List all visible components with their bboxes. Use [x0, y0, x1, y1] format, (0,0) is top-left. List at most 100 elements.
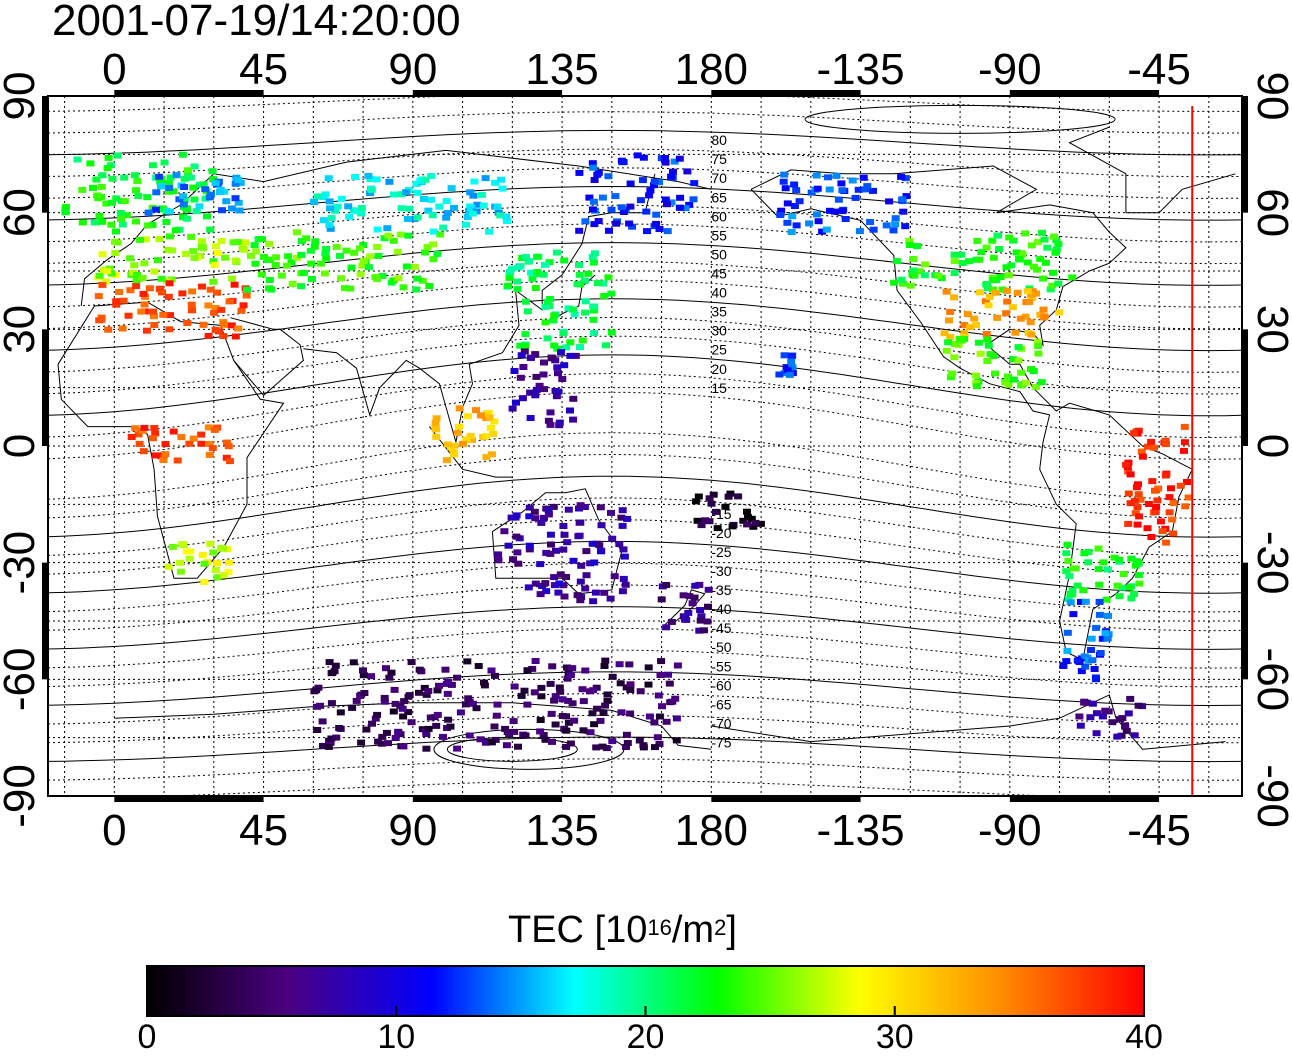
- tec-cell-siberia: [427, 173, 436, 179]
- tec-cell-russia: [356, 271, 365, 278]
- tec-cell-southern-ocean: [349, 659, 358, 666]
- tec-cell-southern-ocean: [596, 717, 605, 724]
- tec-cell-europe-north: [116, 210, 125, 216]
- tec-cell-alaska: [812, 172, 821, 179]
- tec-cell-kamchatka: [663, 201, 671, 208]
- tec-cell-australia: [621, 581, 630, 588]
- tec-cell-mediterranean: [164, 293, 173, 300]
- tec-cell-alaska: [866, 219, 875, 225]
- tec-cell-southern-ocean: [422, 691, 431, 698]
- tec-cell-pacific-south: [739, 517, 748, 524]
- tec-cell-africa-west: [197, 440, 206, 447]
- tec-cell-europe: [157, 275, 166, 282]
- contour-line: [48, 354, 1242, 417]
- tec-cell-siberia: [313, 193, 322, 200]
- tec-cell-usa-north: [1040, 236, 1049, 243]
- tec-cell-europe-north: [97, 183, 106, 190]
- tec-cell-patagonia: [1077, 668, 1086, 675]
- tec-cell-southern-ocean: [655, 740, 664, 747]
- tec-cell-southern-ocean: [563, 675, 572, 682]
- tec-cell-southern-ocean: [650, 719, 659, 726]
- tec-cell-kamchatka: [593, 171, 602, 178]
- tec-cell-japan-china: [589, 259, 598, 266]
- tec-cell-russia: [341, 285, 349, 292]
- tec-cell-siberia: [473, 201, 482, 208]
- tec-cell-southern-ocean: [644, 664, 653, 671]
- tec-cell-europe: [126, 255, 135, 262]
- tec-cell-southern-ocean: [622, 731, 631, 738]
- tec-cell-southern-ocean: [570, 717, 579, 724]
- tec-cell-australia: [560, 531, 569, 538]
- tec-cell-russia: [332, 243, 341, 250]
- tec-cell-europe-north: [166, 174, 175, 181]
- tec-cell-japan-china: [550, 342, 559, 349]
- contour-label: 80: [711, 132, 727, 148]
- y-tick-right: 30: [1248, 305, 1292, 354]
- tec-cell-kamchatka: [676, 204, 685, 211]
- tec-cell-brazil: [1148, 478, 1157, 485]
- tec-cell-southern-ocean: [639, 742, 648, 749]
- tec-cell-southern-ocean: [433, 711, 442, 718]
- tec-cell-mediterranean: [95, 317, 104, 324]
- tec-cell-usa-south: [950, 294, 959, 301]
- tec-cell-mediterranean: [239, 302, 248, 309]
- tec-cell-siberia: [319, 217, 328, 224]
- tec-cell-southern-ocean: [348, 704, 357, 711]
- tec-cell-mexico: [976, 350, 985, 357]
- tec-cell-indonesia: [450, 442, 459, 449]
- tec-cell-indonesia: [450, 451, 459, 458]
- tec-cell-japan-china: [575, 261, 583, 268]
- tec-cell-australia: [542, 549, 551, 556]
- tec-cell-australia: [576, 597, 585, 604]
- tec-cell-southern-ocean: [617, 709, 626, 716]
- tec-cell-south-africa: [176, 559, 185, 566]
- tec-cell-russia: [259, 254, 268, 260]
- tec-cell-alaska: [792, 222, 801, 229]
- tec-cell-australia: [531, 515, 540, 522]
- tec-cell-brazil: [1143, 525, 1152, 532]
- tec-cell-southern-ocean: [581, 667, 590, 674]
- tec-cell-japan-china: [521, 253, 530, 260]
- tec-cell-southern-ocean: [588, 710, 597, 717]
- tec-cell-europe-north: [107, 221, 116, 228]
- tec-cell-kamchatka: [655, 179, 664, 186]
- tec-cell-russia: [265, 285, 274, 292]
- tec-cell-southern-ocean: [384, 740, 392, 747]
- tec-cell-kamchatka: [690, 180, 699, 187]
- tec-cell-europe-north: [190, 163, 199, 170]
- tec-cell-southern-ocean: [359, 667, 367, 674]
- tec-cell-alaska: [788, 213, 797, 220]
- colorbar-title: TEC [1016/m2]: [508, 909, 737, 951]
- tec-cell-alaska: [780, 171, 789, 178]
- tec-cell-southern-ocean: [501, 725, 510, 732]
- tec-cell-argentina: [1064, 557, 1073, 564]
- tec-cell-kamchatka: [581, 218, 590, 225]
- tec-cell-alaska: [790, 203, 799, 209]
- tec-cell-kamchatka: [650, 178, 659, 185]
- tec-cell-mediterranean: [149, 308, 157, 315]
- tec-cell-kamchatka: [619, 159, 628, 165]
- colorbar-tick-marks: [395, 1006, 896, 1016]
- tec-cell-australia: [525, 546, 534, 553]
- tec-cell-usa-north: [998, 286, 1007, 293]
- tec-cell-southern-ocean: [601, 702, 610, 709]
- tec-cell-patagonia: [1103, 635, 1112, 642]
- tec-cell-argentina: [1130, 590, 1139, 597]
- tec-cell-europe: [221, 254, 230, 261]
- tec-cell-russia: [389, 277, 398, 284]
- y-tick-right: 90: [1248, 72, 1292, 121]
- tec-cell-kamchatka: [652, 211, 661, 218]
- tec-cell-southern-ocean: [422, 745, 431, 752]
- tec-cell-philippines: [526, 389, 535, 396]
- tec-cell-southern-ocean: [332, 734, 341, 741]
- tec-cell-new-zealand: [699, 627, 708, 634]
- tec-cell-siberia: [325, 198, 334, 205]
- tec-cell-scandinavia: [234, 177, 243, 183]
- tec-cell-japan-china: [564, 305, 573, 312]
- tec-cell-europe: [240, 246, 249, 253]
- tec-cell-brazil: [1156, 518, 1165, 525]
- tec-cell-philippines: [544, 417, 553, 424]
- tec-cell-scandinavia: [152, 189, 161, 196]
- tec-cell-southern-ocean: [433, 687, 442, 694]
- tec-cell-scandinavia: [206, 191, 215, 198]
